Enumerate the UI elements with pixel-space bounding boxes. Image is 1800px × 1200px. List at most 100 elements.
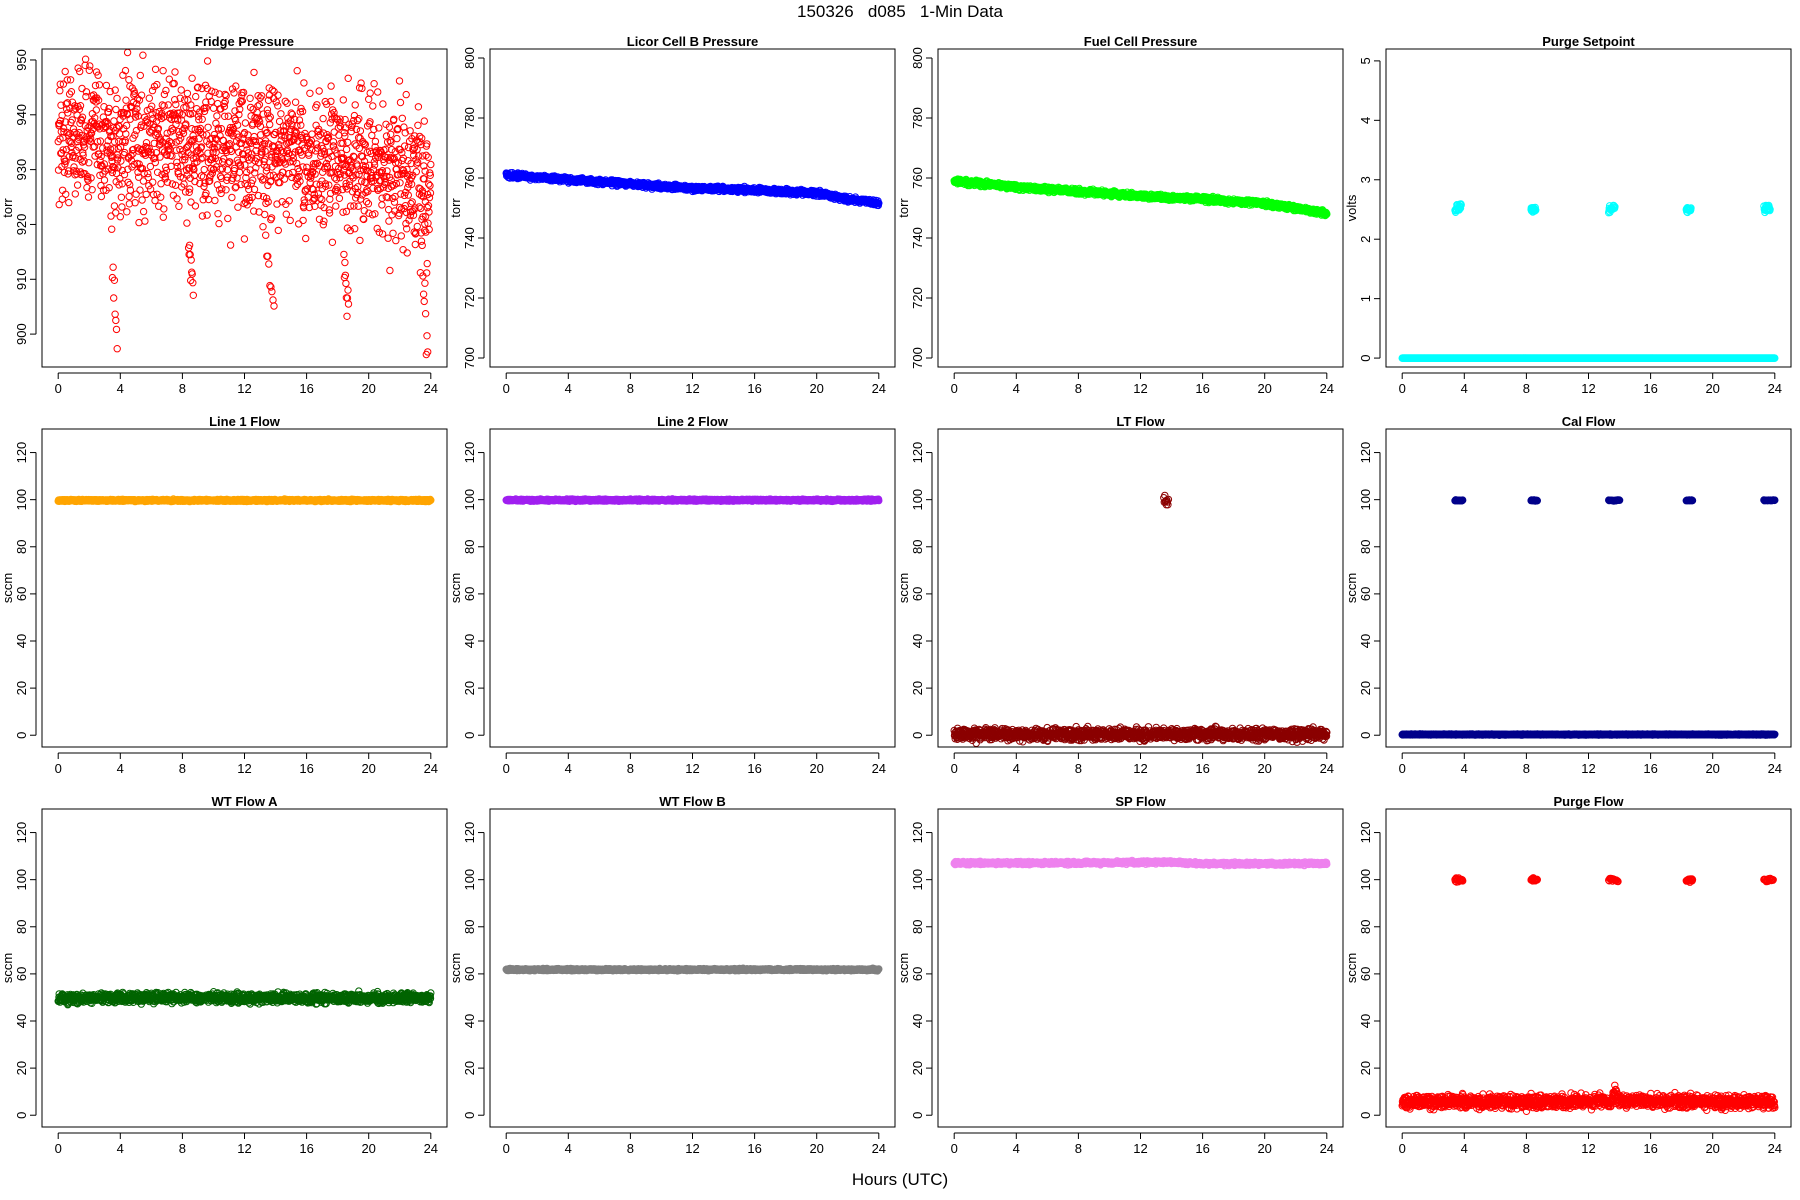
data-point	[168, 152, 176, 160]
data-point	[113, 345, 121, 353]
data-point	[133, 105, 141, 113]
data-point	[340, 250, 348, 259]
data-point	[136, 186, 144, 194]
data-point	[360, 215, 368, 224]
data-point	[371, 137, 380, 146]
data-point	[272, 160, 280, 168]
data-point	[201, 179, 209, 187]
data-point	[416, 185, 424, 193]
data-point	[305, 203, 314, 212]
data-point	[352, 171, 360, 179]
data-point	[351, 101, 359, 109]
data-point	[227, 147, 236, 156]
data-point	[411, 240, 419, 249]
data-point	[148, 110, 156, 118]
data-point	[125, 76, 133, 84]
data-point	[138, 164, 147, 173]
data-point	[63, 76, 72, 84]
data-point	[350, 153, 358, 161]
data-point	[378, 167, 387, 175]
data-point	[111, 310, 119, 318]
data-point	[396, 98, 405, 107]
data-point	[204, 149, 212, 157]
data-point	[188, 270, 196, 278]
data-point	[123, 208, 131, 216]
data-point	[299, 216, 307, 225]
data-point	[85, 136, 93, 144]
data-point	[327, 97, 335, 106]
data-point	[162, 166, 171, 175]
data-point	[255, 118, 264, 126]
data-point	[311, 170, 319, 178]
data-point	[198, 115, 206, 124]
data-point	[71, 154, 80, 162]
data-point	[221, 112, 229, 121]
data-point	[137, 91, 146, 99]
data-point	[93, 122, 101, 131]
data-point	[296, 177, 304, 185]
data-point	[364, 187, 372, 196]
data-point	[291, 127, 299, 135]
data-point	[409, 211, 418, 219]
data-point	[319, 114, 327, 123]
plot-frame	[489, 48, 896, 368]
data-point	[85, 159, 93, 167]
data-point	[64, 109, 72, 117]
data-point	[334, 124, 343, 132]
x-tick-label: 20	[809, 381, 823, 396]
data-point	[121, 148, 129, 157]
data-point	[270, 302, 278, 310]
data-point	[76, 67, 84, 76]
data-point	[110, 294, 118, 302]
data-point	[86, 137, 95, 146]
data-point	[81, 55, 90, 63]
data-point	[95, 120, 103, 128]
data-point	[397, 190, 405, 198]
data-point	[315, 132, 323, 140]
data-point	[164, 101, 172, 109]
data-point	[180, 124, 189, 133]
data-point	[358, 177, 366, 185]
data-point	[88, 186, 96, 194]
data-point	[419, 213, 427, 221]
data-point	[235, 110, 243, 119]
data-point	[64, 170, 72, 178]
data-point	[250, 185, 259, 194]
data-point	[422, 151, 430, 160]
data-point	[186, 250, 194, 259]
data-point	[411, 204, 419, 212]
data-point	[426, 171, 434, 180]
data-point	[424, 348, 432, 356]
data-point	[211, 196, 219, 205]
data-point	[225, 140, 234, 148]
data-point	[110, 145, 118, 153]
data-point	[351, 225, 359, 233]
data-points	[54, 49, 435, 359]
data-point	[402, 90, 410, 99]
x-tick-label: 12	[237, 381, 251, 396]
y-tick-label: 700	[462, 347, 477, 369]
data-point	[135, 96, 144, 104]
data-point	[263, 163, 271, 172]
data-point	[365, 161, 373, 170]
data-point	[128, 103, 136, 112]
data-point	[71, 190, 80, 198]
data-point	[57, 101, 65, 109]
data-point	[124, 165, 132, 174]
data-point	[169, 126, 177, 135]
data-point	[84, 172, 92, 181]
data-point	[78, 113, 87, 121]
x-tick-label: 0	[951, 381, 958, 396]
data-point	[207, 97, 215, 106]
data-point	[237, 139, 246, 147]
data-point	[342, 279, 350, 288]
data-point	[313, 144, 322, 152]
data-point	[419, 290, 428, 298]
data-point	[228, 127, 236, 135]
data-point	[105, 104, 113, 113]
data-point	[114, 144, 123, 153]
data-point	[251, 169, 259, 177]
data-point	[366, 118, 374, 126]
data-point	[220, 155, 228, 163]
data-points	[950, 175, 1331, 220]
